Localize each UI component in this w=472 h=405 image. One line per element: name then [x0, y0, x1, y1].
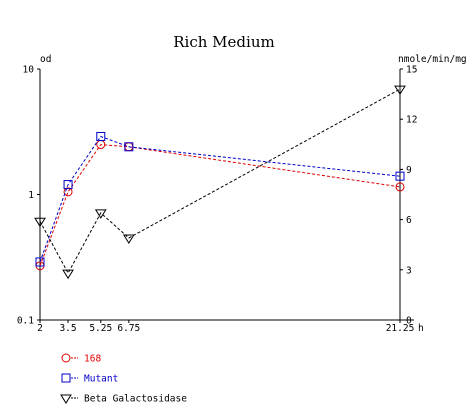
series-beta-galactosidase	[34, 85, 406, 280]
y-left-axis-label: od	[40, 54, 51, 65]
right-y-ticks: 0 3 6 9 12 15	[400, 65, 417, 327]
series-168	[35, 140, 405, 271]
series-mutant	[35, 131, 405, 267]
data-point-mutant	[63, 180, 73, 190]
legend-item-168: 168	[61, 353, 101, 365]
data-point-168	[63, 187, 73, 197]
x-ticks: 2 3.5 5.25 6.75 21.25	[37, 320, 414, 334]
series-line-mutant	[39, 135, 401, 263]
legend-item-mutant: Mutant	[61, 373, 118, 385]
y-right-axis-label: nmole/min/mg	[398, 54, 467, 65]
x-tick-label: 3.5	[59, 323, 76, 334]
chart-title: Rich Medium	[173, 33, 274, 51]
data-point-mutant	[124, 142, 134, 152]
y-right-tick-label: 12	[406, 115, 417, 126]
x-tick-label: 6.75	[117, 323, 140, 334]
data-point-beta-galactosidase	[34, 217, 46, 228]
legend-label-beta-galactosidase: Beta Galactosidase	[84, 394, 187, 405]
x-axis-unit: h	[418, 323, 424, 334]
axes	[39, 69, 414, 321]
data-point-mutant	[96, 131, 106, 141]
y-left-tick-label: 1	[28, 190, 34, 201]
data-point-beta-galactosidase	[394, 85, 406, 96]
legend-marker-mutant	[61, 373, 71, 383]
data-point-beta-galactosidase	[94, 209, 107, 219]
data-point-mutant	[395, 171, 405, 181]
data-point-beta-galactosidase	[122, 234, 135, 244]
y-left-tick-label: 0.1	[17, 316, 34, 327]
legend-label-168: 168	[84, 354, 101, 365]
legend-marker-168	[61, 353, 71, 363]
y-right-tick-label: 15	[406, 65, 417, 76]
legend-label-mutant: Mutant	[84, 374, 118, 385]
data-point-mutant	[35, 257, 45, 267]
x-tick-label: 5.25	[89, 323, 112, 334]
data-point-beta-galactosidase	[62, 269, 74, 280]
series-line-beta-galactosidase	[39, 88, 401, 275]
y-right-tick-label: 6	[406, 215, 412, 226]
legend-marker-beta-galactosidase	[60, 394, 72, 404]
x-tick-label: 2	[37, 323, 43, 334]
legend-item-beta-galactosidase: Beta Galactosidase	[60, 394, 187, 405]
y-right-tick-label: 3	[406, 265, 412, 276]
y-right-tick-label: 0	[406, 316, 412, 327]
x-tick-label: 21.25	[386, 323, 415, 334]
series-line-168	[39, 144, 401, 267]
y-right-tick-label: 9	[406, 165, 412, 176]
series-layer	[34, 85, 406, 280]
data-point-168	[395, 182, 405, 192]
legend: 168 Mutant Beta Galactosidase	[60, 353, 187, 405]
y-left-tick-label: 10	[23, 65, 35, 76]
left-y-ticks: 0.1 1 10	[17, 65, 40, 327]
